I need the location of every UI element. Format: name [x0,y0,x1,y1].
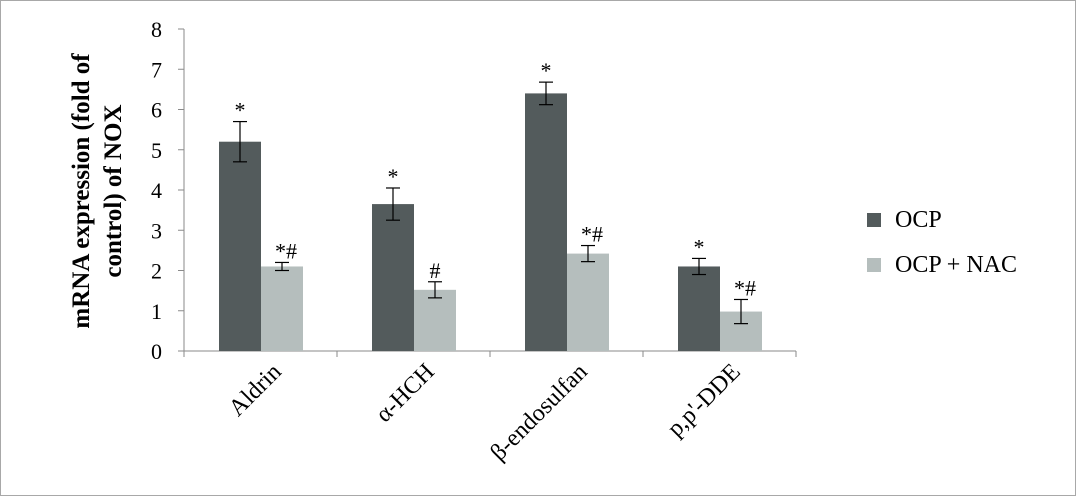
x-tick-label: α-HCH [371,359,440,428]
significance-label: *# [581,222,603,247]
bar [678,266,720,351]
y-tick-label: 2 [151,259,162,284]
bar [414,289,456,351]
significance-label: * [694,234,705,259]
y-axis-title-line: mRNA expression (fold of [68,53,95,329]
y-tick-label: 0 [151,339,162,364]
y-tick-label: 3 [151,218,162,243]
y-tick-label: 7 [151,57,162,82]
y-tick-label: 8 [151,17,162,42]
significance-label: *# [275,238,297,263]
bar [261,266,303,351]
bar [219,141,261,351]
x-tick-label: p,p'-DDE [663,359,746,442]
y-axis-title: mRNA expression (fold of control) of NOX [68,53,127,329]
legend-swatch [867,213,881,227]
y-tick-label: 5 [151,138,162,163]
bars: * * * * *# # *# *# [219,58,762,352]
y-tick-label: 4 [151,178,162,203]
y-tick-label: 6 [151,98,162,123]
bar [525,93,567,352]
x-tick-label: Aldrin [224,359,287,422]
legend: OCP OCP + NAC [867,207,1017,278]
y-axis: 0 1 2 3 4 5 6 7 8 [151,17,185,364]
bar [372,204,414,351]
legend-label: OCP [895,207,942,233]
significance-label: * [541,58,552,83]
bar [567,253,609,351]
legend-swatch [867,258,881,272]
x-tick-label: β-endosulfan [486,359,593,466]
significance-label: * [388,164,399,189]
significance-label: * [235,98,246,123]
significance-label: # [430,258,441,283]
x-axis: Aldrin α-HCH β-endosulfan p,p'-DDE [183,350,797,466]
significance-label: *# [734,275,756,300]
legend-label: OCP + NAC [895,252,1017,278]
y-tick-label: 1 [151,299,162,324]
y-axis-title-line: control) of NOX [100,104,127,277]
